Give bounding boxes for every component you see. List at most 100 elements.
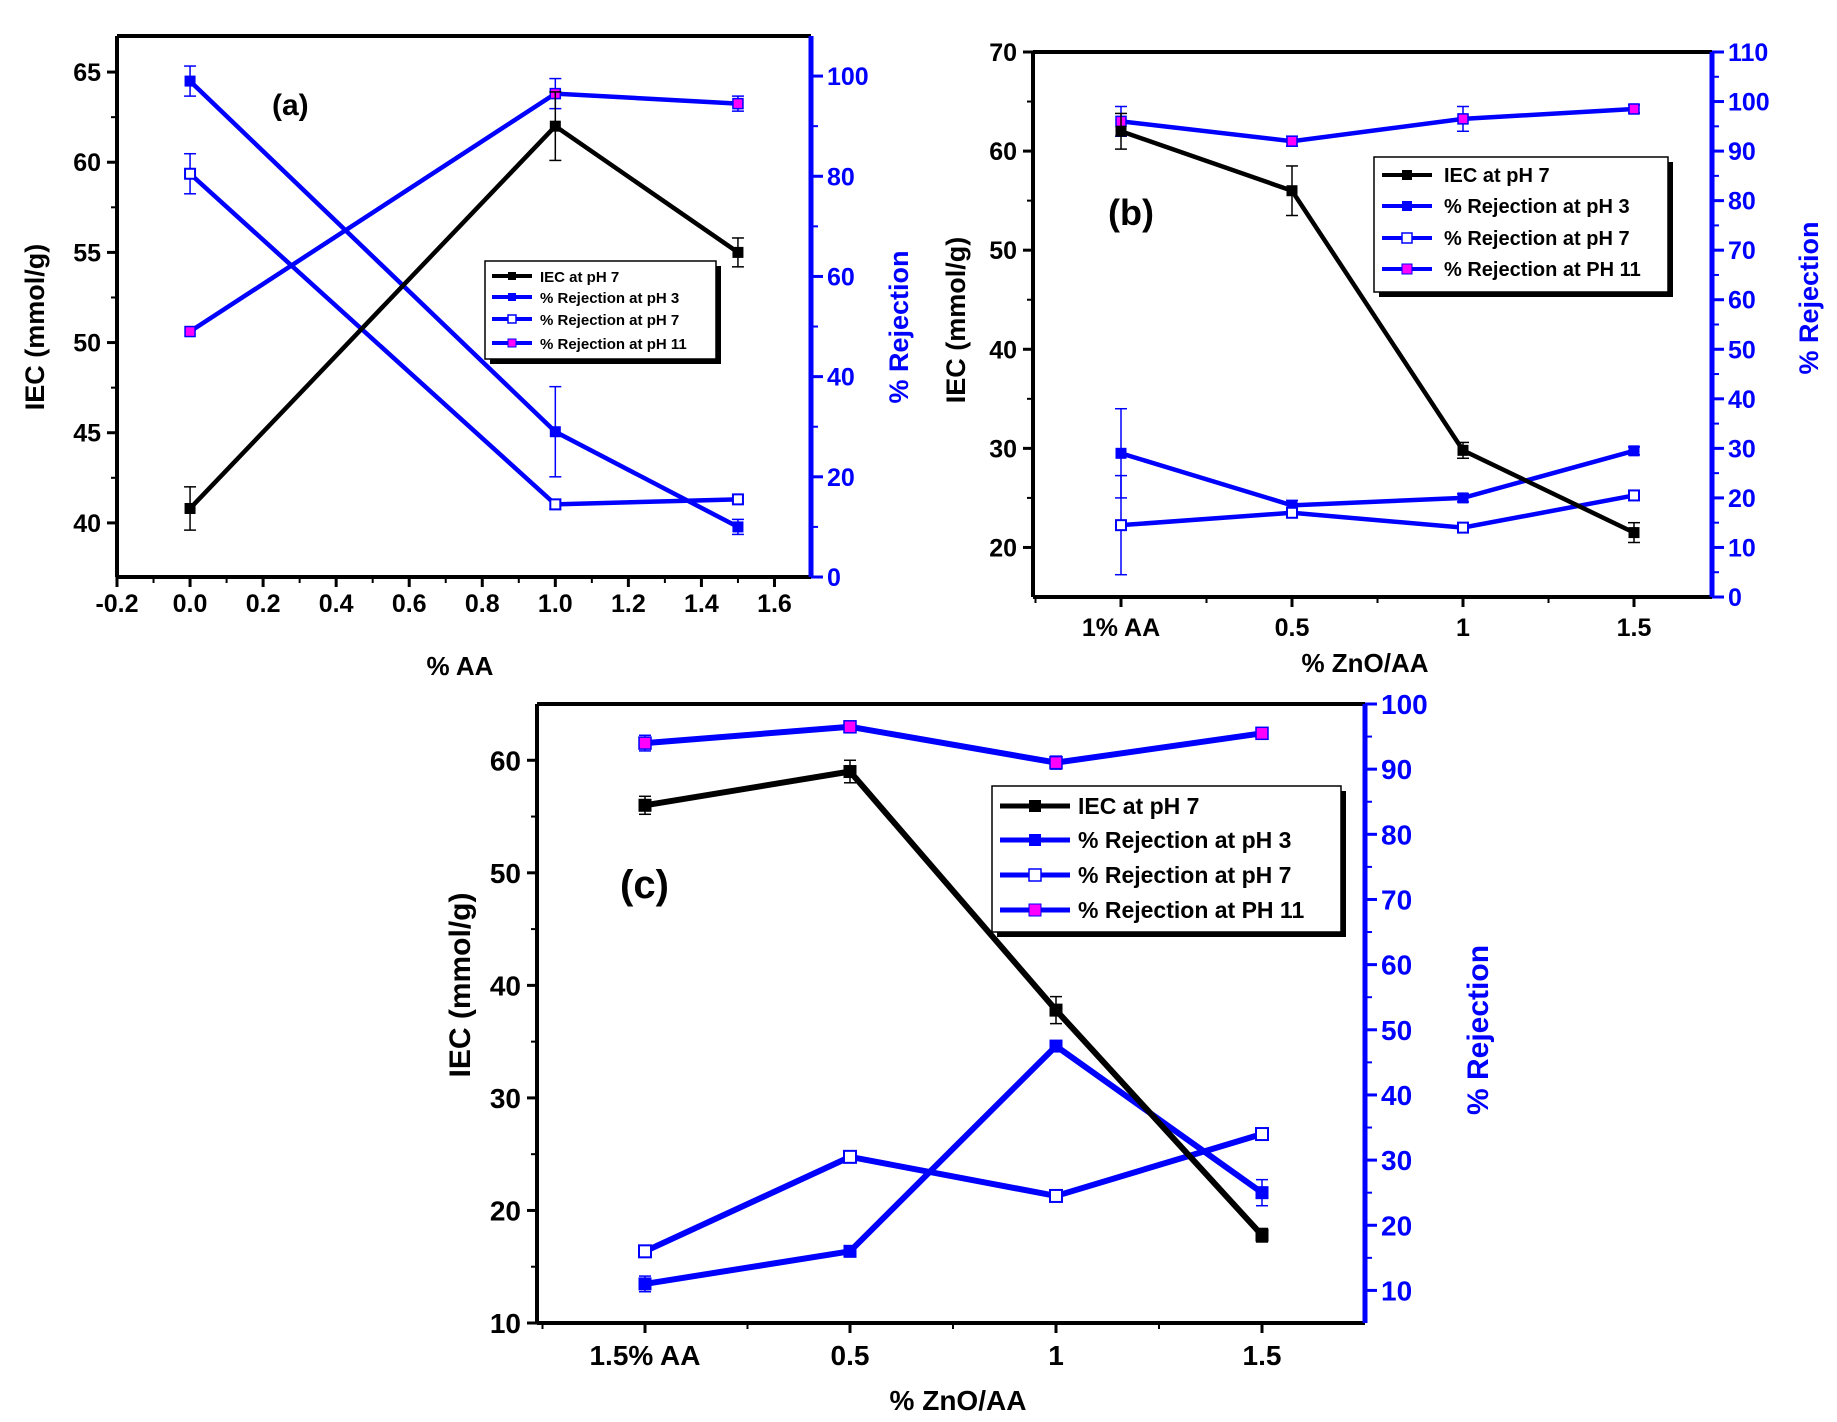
right-tick-label: 10 bbox=[1728, 534, 1756, 562]
right-tick-label: 30 bbox=[1728, 435, 1756, 463]
x-tick-label: 0.5 bbox=[831, 1340, 870, 1371]
x-tick-label: 0.5 bbox=[1275, 614, 1310, 642]
x-tick-label: 1.4 bbox=[684, 590, 719, 618]
right-tick-label: 100 bbox=[827, 63, 869, 91]
data-point bbox=[549, 498, 562, 511]
data-point bbox=[1049, 755, 1063, 770]
right-tick-label: 100 bbox=[1381, 689, 1428, 720]
panel-c-legend: IEC at pH 7 % Rejection at pH 3 % Reject… bbox=[991, 785, 1346, 937]
plot-panel-1: 40 45 50 55 60 65 0 20 40 60 80 100 -0.2 0.0 0.2 0.4 0.6… bbox=[73, 34, 869, 618]
data-point bbox=[1255, 1228, 1269, 1242]
series-line bbox=[643, 1131, 1263, 1255]
right-tick-label: 10 bbox=[1381, 1276, 1412, 1307]
panel-a-ylabel-right: % Rejection bbox=[884, 250, 914, 403]
legend-entry: % Rejection at pH 7 bbox=[1000, 862, 1291, 888]
data-point bbox=[843, 765, 857, 779]
legend-entry-label: % Rejection at PH 11 bbox=[1078, 897, 1304, 923]
data-point bbox=[1628, 445, 1640, 457]
left-tick-label: 55 bbox=[73, 239, 101, 267]
data-point bbox=[1255, 1127, 1269, 1142]
data-point bbox=[843, 720, 857, 734]
data-point bbox=[1115, 125, 1127, 137]
left-tick-label: 40 bbox=[989, 336, 1017, 364]
legend-entry: % Rejection at pH 7 bbox=[1382, 228, 1630, 250]
left-tick-label: 70 bbox=[989, 39, 1017, 67]
legend-entry-label: % Rejection at pH 3 bbox=[1444, 196, 1630, 218]
x-tick-label: 1 bbox=[1456, 614, 1470, 642]
right-tick-label: 80 bbox=[827, 163, 855, 191]
x-tick-label: 1.6 bbox=[757, 590, 792, 618]
x-tick-label: 0.2 bbox=[246, 590, 281, 618]
legend-entry: % Rejection at pH 3 bbox=[1382, 196, 1630, 218]
x-tick-label: -0.2 bbox=[95, 590, 138, 618]
left-tick-label: 50 bbox=[989, 237, 1017, 265]
data-point bbox=[1286, 506, 1298, 519]
x-tick-label: 0.8 bbox=[465, 590, 500, 618]
x-tick-label: 1.5 bbox=[1243, 1340, 1282, 1371]
plot-panel-3: 10 20 30 40 50 60 10 20 30 40 50 60 70 80 90 100 1.5% AA… bbox=[490, 689, 1428, 1371]
right-tick-label: 20 bbox=[827, 464, 855, 492]
series-rejection-at-ph-7 bbox=[184, 152, 744, 511]
legend-entry: % Rejection at PH 11 bbox=[1382, 259, 1641, 281]
data-point bbox=[549, 120, 561, 132]
left-tick-label: 40 bbox=[73, 510, 101, 538]
x-tick-label: 0.6 bbox=[392, 590, 427, 618]
right-tick-label: 90 bbox=[1381, 754, 1412, 785]
x-tick-label: 1.5% AA bbox=[589, 1340, 700, 1371]
data-point bbox=[1628, 489, 1640, 502]
left-tick-label: 60 bbox=[73, 149, 101, 177]
data-point bbox=[1286, 185, 1298, 197]
legend-entry-label: IEC at pH 7 bbox=[540, 269, 619, 286]
legend-entry: IEC at pH 7 bbox=[1000, 793, 1199, 819]
panel-b-legend: IEC at pH 7 % Rejection at pH 3 % Reject… bbox=[1373, 156, 1673, 297]
data-point bbox=[638, 736, 652, 750]
data-point bbox=[1457, 113, 1469, 125]
legend-entry: % Rejection at pH 7 bbox=[492, 312, 679, 329]
series-iec-at-ph-7 bbox=[1115, 112, 1640, 544]
data-point bbox=[184, 325, 196, 338]
data-point bbox=[1255, 726, 1269, 741]
left-tick-label: 30 bbox=[490, 1083, 521, 1114]
legend-entry-label: % Rejection at pH 7 bbox=[540, 312, 679, 329]
x-tick-label: 0.0 bbox=[173, 590, 208, 618]
panel-b-ylabel-left: IEC (mmol/g) bbox=[941, 237, 971, 404]
left-tick-label: 20 bbox=[989, 534, 1017, 562]
panel-a-xlabel: % AA bbox=[427, 651, 494, 681]
left-tick-label: 45 bbox=[73, 420, 101, 448]
right-tick-label: 30 bbox=[1381, 1145, 1412, 1176]
legend-entry: % Rejection at pH 3 bbox=[1000, 827, 1291, 853]
right-tick-label: 50 bbox=[1381, 1015, 1412, 1046]
legend-entry-label: % Rejection at PH 11 bbox=[1444, 259, 1641, 281]
series-line bbox=[1120, 493, 1635, 530]
legend-entry-label: IEC at pH 7 bbox=[1078, 793, 1199, 819]
plot-panel-2: 20304050607001020304050607080901001101% … bbox=[989, 39, 1770, 642]
legend-entry: % Rejection at PH 11 bbox=[1000, 897, 1304, 923]
right-tick-label: 70 bbox=[1381, 885, 1412, 916]
series-line bbox=[1120, 448, 1635, 508]
right-tick-label: 90 bbox=[1728, 138, 1756, 166]
left-tick-label: 50 bbox=[490, 858, 521, 889]
left-tick-label: 10 bbox=[490, 1308, 521, 1339]
legend-entry: % Rejection at pH 3 bbox=[492, 290, 679, 307]
series-rejection-at-ph-7 bbox=[638, 1127, 1269, 1259]
data-point bbox=[1457, 492, 1469, 504]
left-tick-label: 40 bbox=[490, 970, 521, 1001]
data-point bbox=[731, 493, 744, 506]
x-tick-label: 0.4 bbox=[319, 590, 354, 618]
data-point bbox=[549, 426, 561, 438]
data-point bbox=[638, 1277, 652, 1291]
series-iec-at-ph-7 bbox=[184, 91, 744, 531]
right-tick-label: 40 bbox=[827, 364, 855, 392]
data-point bbox=[1457, 521, 1469, 534]
panel-a: (a) % AA IEC (mmol/g) % Rejection bbox=[20, 89, 914, 681]
data-point bbox=[1255, 1186, 1269, 1200]
legend-entry: % Rejection at pH 11 bbox=[492, 336, 687, 353]
data-point bbox=[1049, 1188, 1063, 1203]
data-point bbox=[638, 798, 652, 812]
data-point bbox=[732, 521, 744, 533]
right-tick-label: 40 bbox=[1381, 1080, 1412, 1111]
x-tick-label: 1.2 bbox=[611, 590, 646, 618]
legend-entry-label: % Rejection at pH 3 bbox=[1078, 827, 1291, 853]
